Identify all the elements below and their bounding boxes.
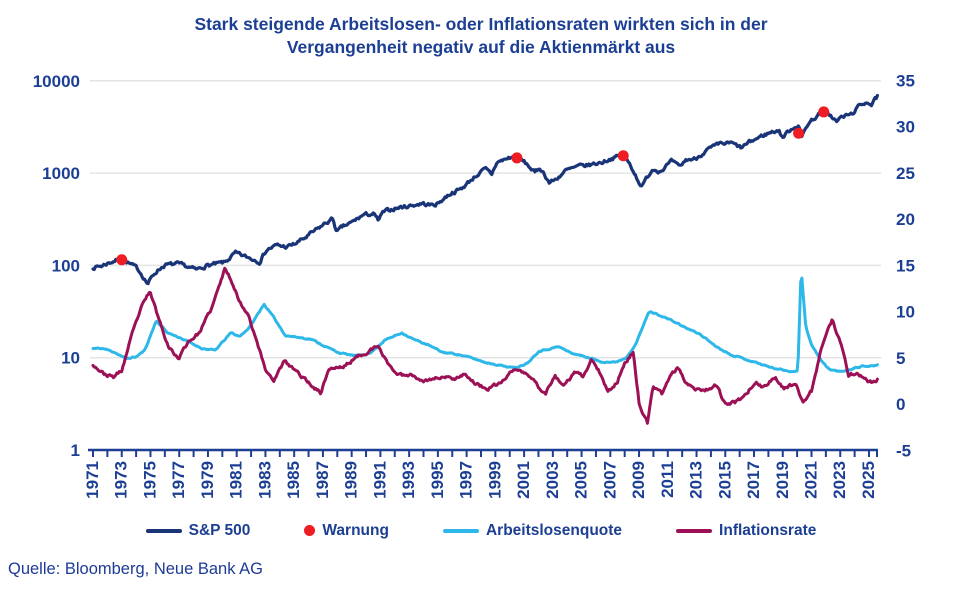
svg-text:2019: 2019: [773, 461, 792, 499]
svg-text:1973: 1973: [112, 461, 131, 499]
chart-title: Stark steigende Arbeitslosen- oder Infla…: [0, 0, 962, 60]
svg-text:10000: 10000: [33, 72, 80, 91]
svg-text:1989: 1989: [342, 461, 361, 499]
svg-text:1995: 1995: [428, 461, 447, 499]
svg-text:2013: 2013: [687, 461, 706, 499]
source-note: Quelle: Bloomberg, Neue Bank AG: [8, 559, 263, 578]
svg-text:1971: 1971: [83, 461, 102, 499]
legend-label-warnung: Warnung: [322, 521, 389, 539]
svg-text:10: 10: [896, 302, 915, 321]
svg-text:2021: 2021: [802, 461, 821, 499]
svg-text:1999: 1999: [485, 461, 504, 499]
legend-label-inflationsrate: Inflationsrate: [719, 521, 817, 539]
svg-text:1000: 1000: [42, 164, 80, 183]
svg-text:1993: 1993: [399, 461, 418, 499]
svg-text:1981: 1981: [227, 461, 246, 499]
chart-title-line2: Vergangenheit negativ auf die Aktienmärk…: [286, 37, 676, 58]
svg-text:2017: 2017: [744, 461, 763, 499]
svg-text:10: 10: [61, 349, 80, 368]
chart-legend: S&P 500 Warnung Arbeitslosenquote Inflat…: [0, 516, 962, 546]
unemployment-line-swatch: [442, 528, 479, 533]
svg-text:1997: 1997: [457, 461, 476, 499]
legend-item-arbeitslosenquote: Arbeitslosenquote: [442, 521, 623, 540]
svg-text:2015: 2015: [715, 461, 734, 499]
svg-text:1977: 1977: [169, 461, 188, 499]
svg-text:1: 1: [71, 441, 80, 460]
legend-label-arbeitslosenquote: Arbeitslosenquote: [485, 521, 623, 539]
svg-text:-5: -5: [896, 441, 911, 460]
svg-text:1985: 1985: [284, 461, 303, 499]
svg-text:100: 100: [52, 256, 80, 275]
legend-label-sp500: S&P 500: [188, 521, 251, 539]
inflation-line-swatch: [676, 528, 713, 533]
chart-title-line1: Stark steigende Arbeitslosen- oder Infla…: [194, 14, 768, 34]
legend-item-inflationsrate: Inflationsrate: [676, 522, 816, 540]
svg-text:2025: 2025: [859, 461, 878, 499]
sp500-line-swatch: [145, 528, 182, 533]
svg-text:2011: 2011: [658, 461, 677, 498]
svg-text:20: 20: [896, 210, 915, 229]
svg-text:2009: 2009: [629, 461, 648, 499]
legend-item-sp500: S&P 500: [145, 521, 251, 540]
svg-text:1991: 1991: [370, 461, 389, 499]
svg-text:35: 35: [896, 71, 915, 90]
svg-text:25: 25: [896, 164, 915, 183]
svg-text:2003: 2003: [543, 461, 562, 499]
svg-text:30: 30: [896, 117, 915, 136]
svg-text:1987: 1987: [313, 461, 332, 499]
svg-text:15: 15: [896, 256, 915, 275]
svg-text:2001: 2001: [514, 461, 533, 499]
svg-text:2023: 2023: [830, 461, 849, 499]
svg-text:5: 5: [896, 349, 905, 368]
svg-text:1983: 1983: [255, 461, 274, 499]
svg-text:0: 0: [896, 395, 905, 414]
svg-text:2007: 2007: [600, 461, 619, 499]
warning-dot-icon: [304, 525, 316, 537]
legend-item-warnung: Warnung: [304, 522, 389, 540]
svg-text:1979: 1979: [198, 461, 217, 499]
svg-text:1975: 1975: [140, 461, 159, 499]
svg-text:2005: 2005: [572, 461, 591, 499]
